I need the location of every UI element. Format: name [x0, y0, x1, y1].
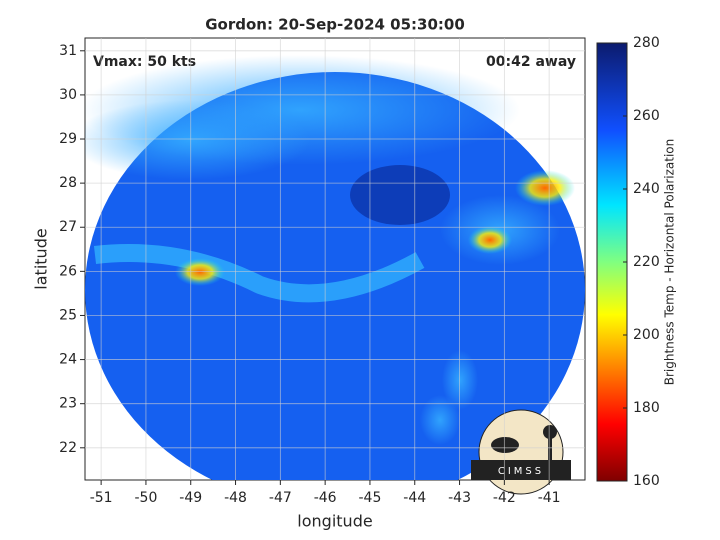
y-tick-label: 30: [59, 87, 77, 103]
cimss-logo: CIMSS: [471, 409, 571, 495]
y-tick-label: 27: [59, 219, 77, 235]
y-tick-label: 24: [59, 352, 77, 368]
colorbar-tick-label: 180: [633, 400, 660, 416]
y-tick-label: 29: [59, 131, 77, 147]
y-tick-label: 22: [59, 440, 77, 456]
x-tick-label: -42: [493, 490, 516, 506]
y-tick-label: 23: [59, 396, 77, 412]
x-tick-label: -48: [224, 490, 247, 506]
colorbar-tick-label: 160: [633, 473, 660, 489]
x-tick-label: -49: [179, 490, 202, 506]
x-tick-label: -51: [90, 490, 113, 506]
x-tick-label: -41: [538, 490, 561, 506]
y-axis-label: latitude: [32, 228, 51, 289]
annotation: 00:42 away: [486, 54, 576, 70]
y-tick-label: 25: [59, 307, 77, 323]
x-tick-label: -44: [403, 490, 426, 506]
colorbar-tick-label: 240: [633, 181, 660, 197]
y-tick-label: 28: [59, 175, 77, 191]
colorbar: [596, 42, 628, 482]
colorbar-label: Brightness Temp - Horizontal Polarizatio…: [663, 139, 677, 386]
y-tick-label: 31: [59, 43, 77, 59]
logo-text: CIMSS: [498, 466, 544, 477]
x-tick-label: -50: [134, 490, 157, 506]
annotation: Vmax: 50 kts: [93, 54, 196, 70]
satellite-swath: [85, 55, 585, 480]
x-tick-label: -47: [269, 490, 292, 506]
x-tick-label: -43: [448, 490, 471, 506]
colorbar-tick-label: 200: [633, 327, 660, 343]
colorbar-tick-label: 260: [633, 108, 660, 124]
x-tick-label: -45: [359, 490, 382, 506]
colorbar-tick-label: 280: [633, 35, 660, 51]
x-tick-label: -46: [314, 490, 337, 506]
chart-title: Gordon: 20-Sep-2024 05:30:00: [205, 16, 465, 34]
x-axis-label: longitude: [297, 512, 372, 531]
colorbar-tick-label: 220: [633, 254, 660, 270]
y-tick-label: 26: [59, 263, 77, 279]
